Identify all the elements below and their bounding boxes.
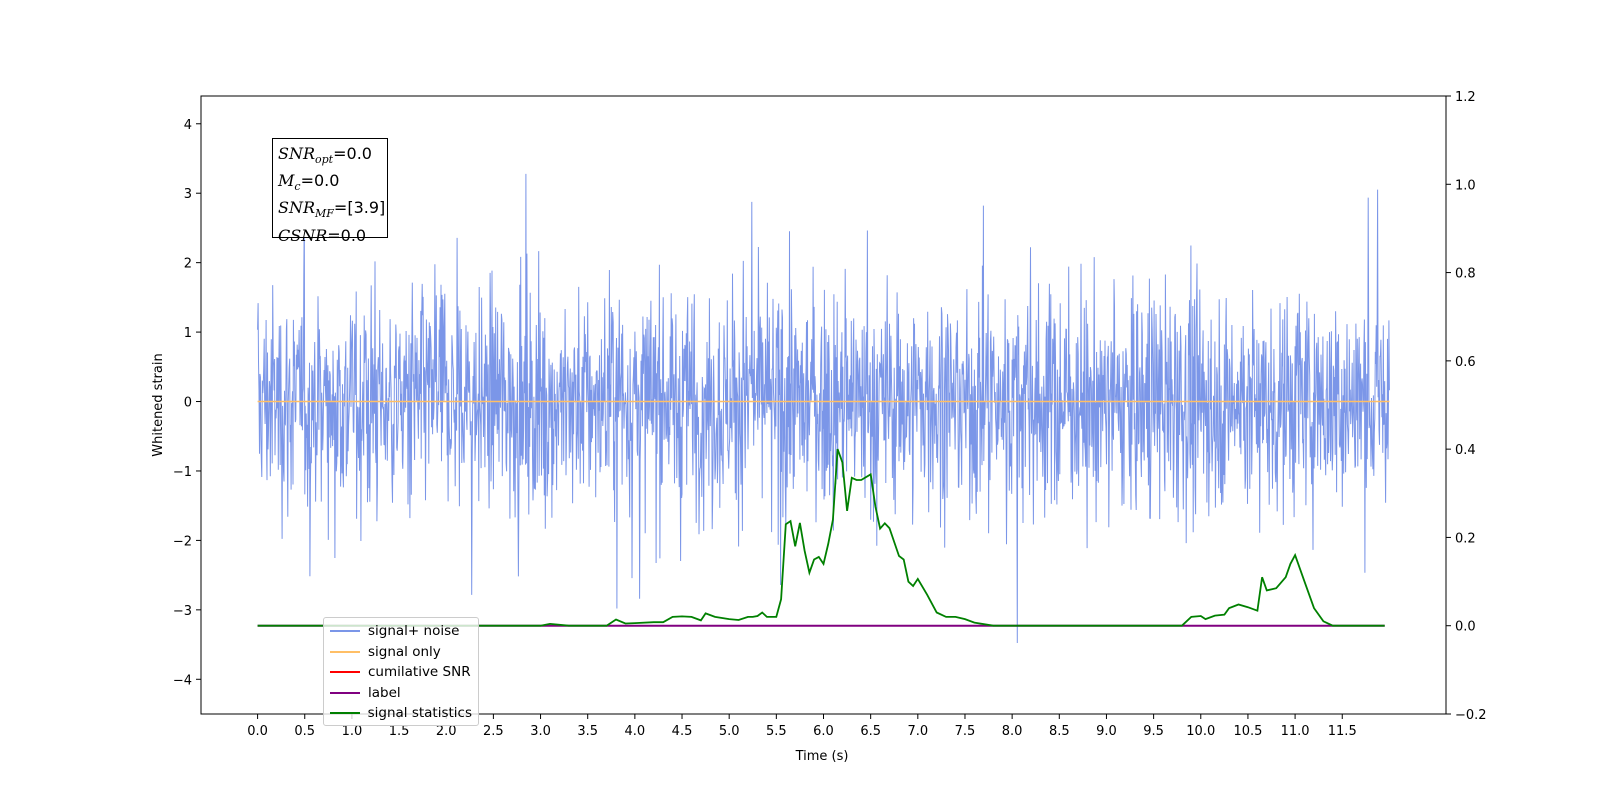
snr-mf-annotation: SNRMF=[3.9] [278,198,386,221]
y-left-tick-label: −4 [173,673,192,688]
legend-label: cumilative SNR [368,664,471,681]
legend-swatch [330,650,360,653]
x-tick-label: 9.5 [1143,724,1164,739]
y-right-tick-label: 0.8 [1455,267,1476,282]
noise-trace [257,173,1390,644]
mc-annotation: Mc=0.0 [278,171,340,194]
mc-value: 0.0 [313,171,340,191]
x-tick-label: 3.5 [577,724,598,739]
series-signal-plus-noise [257,173,1390,644]
y-right-tick-label: 0.2 [1455,531,1476,546]
legend-label: signal+ noise [368,623,460,640]
y-left-tick-label: 3 [184,187,192,202]
legend-swatch [330,630,360,633]
x-tick-label: 8.5 [1049,724,1070,739]
y-left-tick-label: −2 [173,534,192,549]
y-left-tick-label: 0 [184,396,192,411]
x-tick-label: 4.0 [625,724,646,739]
x-tick-label: 0.0 [247,724,268,739]
y-right-tick-label: 1.2 [1455,90,1476,105]
y-left-tick-label: 2 [184,257,192,272]
x-tick-label: 5.5 [766,724,787,739]
x-tick-label: 9.0 [1096,724,1117,739]
y-left-tick-label: −1 [173,465,192,480]
x-tick-label: 5.0 [719,724,740,739]
legend-entry-label: label [330,683,472,704]
legend: signal+ noise signal only cumilative SNR… [323,617,479,726]
x-axis-label: Time (s) [795,749,849,764]
legend-label: signal only [368,643,441,660]
annotation-box: SNRopt=0.0 Mc=0.0 SNRMF=[3.9] CSNR=0.0 [272,138,388,245]
x-tick-label: 10.0 [1186,724,1215,739]
legend-entry-cumulative-snr: cumilative SNR [330,662,472,683]
x-tick-label: 11.5 [1328,724,1357,739]
y-axis-right-ticks: 1.2 1.0 0.8 0.6 0.4 0.2 0.0 −0.2 [1446,90,1487,723]
legend-swatch [330,671,360,674]
legend-swatch [330,712,360,715]
csnr-value: 0.0 [340,225,367,245]
x-tick-label: 11.0 [1281,724,1310,739]
legend-label: label [368,684,401,701]
x-tick-label: 0.5 [294,724,315,739]
legend-entry-signal-statistics: signal statistics [330,703,472,724]
y-right-tick-label: −0.2 [1455,708,1487,723]
y-right-tick-label: 0.4 [1455,443,1476,458]
x-tick-label: 4.5 [672,724,693,739]
x-tick-label: 7.5 [955,724,976,739]
x-axis-ticks: 0.0 0.5 1.0 1.5 2.0 2.5 3.0 3.5 4.0 4.5 5.0 5.5 6.0 6… [247,714,1357,739]
y-right-tick-label: 1.0 [1455,178,1476,193]
x-tick-label: 3.0 [530,724,551,739]
legend-swatch [330,691,360,694]
legend-label: signal statistics [367,705,472,722]
snr-mf-value: [3.9] [347,198,386,218]
y-axis-label: Whitened strain [151,353,166,456]
y-left-tick-label: 4 [184,118,192,133]
y-left-tick-label: 1 [184,326,192,341]
x-tick-label: 8.0 [1002,724,1023,739]
x-tick-label: 6.5 [860,724,881,739]
x-tick-label: 2.0 [436,724,457,739]
csnr-annotation: CSNR=0.0 [278,225,367,245]
y-right-tick-label: 0.0 [1455,620,1476,635]
x-tick-label: 6.0 [813,724,834,739]
legend-entry-signal-plus-noise: signal+ noise [330,621,472,642]
x-tick-label: 1.0 [342,724,363,739]
y-left-tick-label: −3 [173,604,192,619]
x-tick-label: 7.0 [907,724,928,739]
y-right-tick-label: 0.6 [1455,355,1476,370]
y-axis-left-ticks: 4 3 2 1 0 −1 −2 −3 −4 [173,118,201,688]
x-tick-label: 10.5 [1233,724,1262,739]
snr-opt-value: 0.0 [346,144,372,163]
series-signal-statistics [257,448,1385,627]
x-tick-label: 2.5 [483,724,504,739]
legend-entry-signal-only: signal only [330,642,472,663]
snr-opt-annotation: SNRopt=0.0 [278,144,372,167]
x-tick-label: 1.5 [389,724,410,739]
